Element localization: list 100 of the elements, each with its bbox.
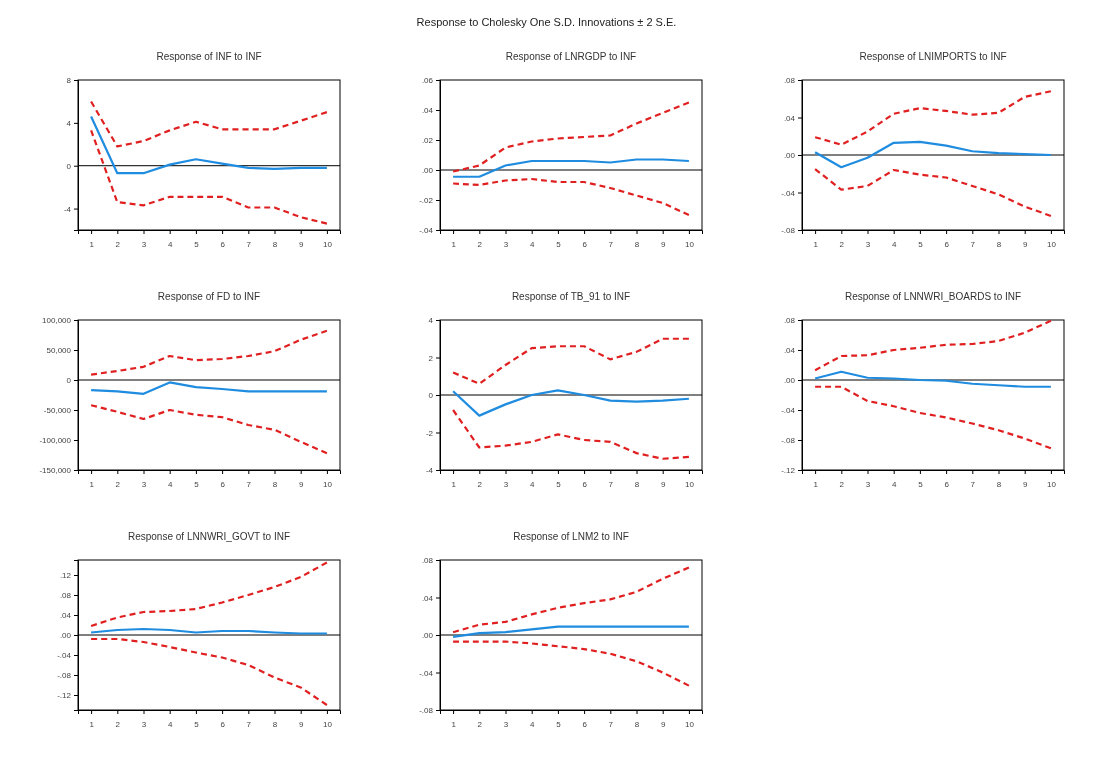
y-tick-label: -4 bbox=[63, 204, 72, 214]
x-tick-label: 6 bbox=[582, 719, 588, 729]
y-tick-label: .08 bbox=[421, 556, 434, 566]
x-tick-label: 2 bbox=[115, 719, 121, 729]
y-tick-label: .04 bbox=[421, 593, 434, 603]
x-tick-label: 10 bbox=[684, 239, 695, 249]
y-tick-label: .08 bbox=[783, 316, 796, 326]
y-tick-label: .08 bbox=[783, 76, 796, 86]
x-tick-label: 5 bbox=[194, 239, 200, 249]
x-tick-label: 4 bbox=[167, 479, 173, 489]
y-tick-label: .06 bbox=[421, 76, 434, 86]
x-tick-label: 2 bbox=[477, 719, 483, 729]
x-tick-label: 2 bbox=[477, 239, 483, 249]
x-tick-label: 9 bbox=[1022, 479, 1028, 489]
x-tick-label: 2 bbox=[477, 479, 483, 489]
y-tick-label: -.04 bbox=[781, 406, 796, 416]
y-tick-label: -.04 bbox=[419, 668, 434, 678]
text: Response to Cholesky One S.D. Innovations ± 2 S.E. bbox=[416, 16, 677, 28]
y-tick-label: -.08 bbox=[781, 226, 796, 236]
x-tick-label: 1 bbox=[89, 719, 95, 729]
x-tick-label: 6 bbox=[582, 239, 588, 249]
y-tick-label: 8 bbox=[66, 76, 72, 86]
x-tick-label: 10 bbox=[322, 479, 333, 489]
x-tick-label: 10 bbox=[322, 239, 333, 249]
x-tick-label: 4 bbox=[529, 239, 535, 249]
x-tick-label: 1 bbox=[813, 239, 819, 249]
x-tick-label: 8 bbox=[996, 479, 1002, 489]
y-tick-label: .00 bbox=[59, 631, 72, 641]
x-tick-label: 3 bbox=[865, 479, 871, 489]
chart-title: Response of INF to INF bbox=[156, 51, 262, 62]
x-tick-label: 8 bbox=[272, 239, 278, 249]
y-tick-label: -2 bbox=[425, 428, 434, 438]
y-tick-label: -.12 bbox=[781, 466, 796, 476]
y-tick-label: 4 bbox=[428, 316, 434, 326]
y-tick-label: .00 bbox=[783, 151, 796, 161]
y-tick-label: 50,000 bbox=[46, 346, 72, 356]
x-tick-label: 5 bbox=[194, 479, 200, 489]
x-tick-label: 8 bbox=[634, 479, 640, 489]
y-tick-label: .00 bbox=[421, 166, 434, 176]
x-tick-label: 9 bbox=[660, 239, 666, 249]
x-tick-label: 3 bbox=[141, 239, 147, 249]
x-tick-label: 5 bbox=[556, 719, 562, 729]
x-tick-label: 3 bbox=[141, 719, 147, 729]
x-tick-label: 5 bbox=[556, 479, 562, 489]
x-tick-label: 9 bbox=[298, 719, 304, 729]
x-tick-label: 7 bbox=[246, 239, 252, 249]
y-tick-label: 4 bbox=[66, 118, 72, 128]
x-tick-label: 1 bbox=[89, 479, 95, 489]
x-tick-label: 10 bbox=[1046, 239, 1057, 249]
x-tick-label: 10 bbox=[322, 719, 333, 729]
chart-title: Response of LNNWRI_GOVT to INF bbox=[127, 531, 291, 542]
x-tick-label: 9 bbox=[298, 479, 304, 489]
x-tick-label: 9 bbox=[1022, 239, 1028, 249]
y-tick-label: .04 bbox=[783, 113, 796, 123]
y-tick-label: .12 bbox=[59, 571, 72, 581]
x-tick-label: 9 bbox=[660, 479, 666, 489]
x-tick-label: 3 bbox=[503, 479, 509, 489]
y-tick-label: -.08 bbox=[781, 436, 796, 446]
x-tick-label: 6 bbox=[944, 479, 950, 489]
y-tick-label: 2 bbox=[428, 353, 434, 363]
x-tick-label: 2 bbox=[839, 239, 845, 249]
x-tick-label: 7 bbox=[608, 719, 614, 729]
y-tick-label: -.04 bbox=[781, 188, 796, 198]
y-tick-label: 0 bbox=[428, 391, 434, 401]
x-tick-label: 10 bbox=[684, 479, 695, 489]
x-tick-label: 7 bbox=[246, 479, 252, 489]
y-tick-label: -.12 bbox=[57, 691, 72, 701]
x-tick-label: 4 bbox=[891, 479, 897, 489]
x-tick-label: 7 bbox=[246, 719, 252, 729]
x-tick-label: 8 bbox=[634, 719, 640, 729]
y-tick-label: 0 bbox=[66, 161, 72, 171]
y-tick-label: -50,000 bbox=[43, 406, 72, 416]
x-tick-label: 10 bbox=[684, 719, 695, 729]
x-tick-label: 6 bbox=[220, 479, 226, 489]
x-tick-label: 8 bbox=[996, 239, 1002, 249]
y-tick-label: -.02 bbox=[419, 196, 434, 206]
y-tick-label: .02 bbox=[421, 136, 434, 146]
x-tick-label: 7 bbox=[970, 479, 976, 489]
y-tick-label: 100,000 bbox=[42, 316, 72, 326]
y-tick-label: -.04 bbox=[419, 226, 434, 236]
x-tick-label: 9 bbox=[660, 719, 666, 729]
y-tick-label: .04 bbox=[59, 611, 72, 621]
y-tick-label: -.04 bbox=[57, 651, 72, 661]
x-tick-label: 2 bbox=[115, 479, 121, 489]
x-tick-label: 6 bbox=[582, 479, 588, 489]
x-tick-label: 1 bbox=[451, 239, 457, 249]
x-tick-label: 4 bbox=[167, 719, 173, 729]
y-tick-label: .00 bbox=[783, 376, 796, 386]
x-tick-label: 4 bbox=[891, 239, 897, 249]
x-tick-label: 3 bbox=[503, 239, 509, 249]
chart-title: Response of LNRGDP to INF bbox=[505, 51, 637, 62]
chart-title: Response of LNIMPORTS to INF bbox=[859, 51, 1007, 62]
x-tick-label: 1 bbox=[89, 239, 95, 249]
y-tick-label: -100,000 bbox=[39, 436, 72, 446]
x-tick-label: 6 bbox=[220, 239, 226, 249]
y-tick-label: -.08 bbox=[419, 706, 434, 716]
x-tick-label: 3 bbox=[865, 239, 871, 249]
x-tick-label: 7 bbox=[608, 479, 614, 489]
y-tick-label: .04 bbox=[783, 346, 796, 356]
x-tick-label: 10 bbox=[1046, 479, 1057, 489]
